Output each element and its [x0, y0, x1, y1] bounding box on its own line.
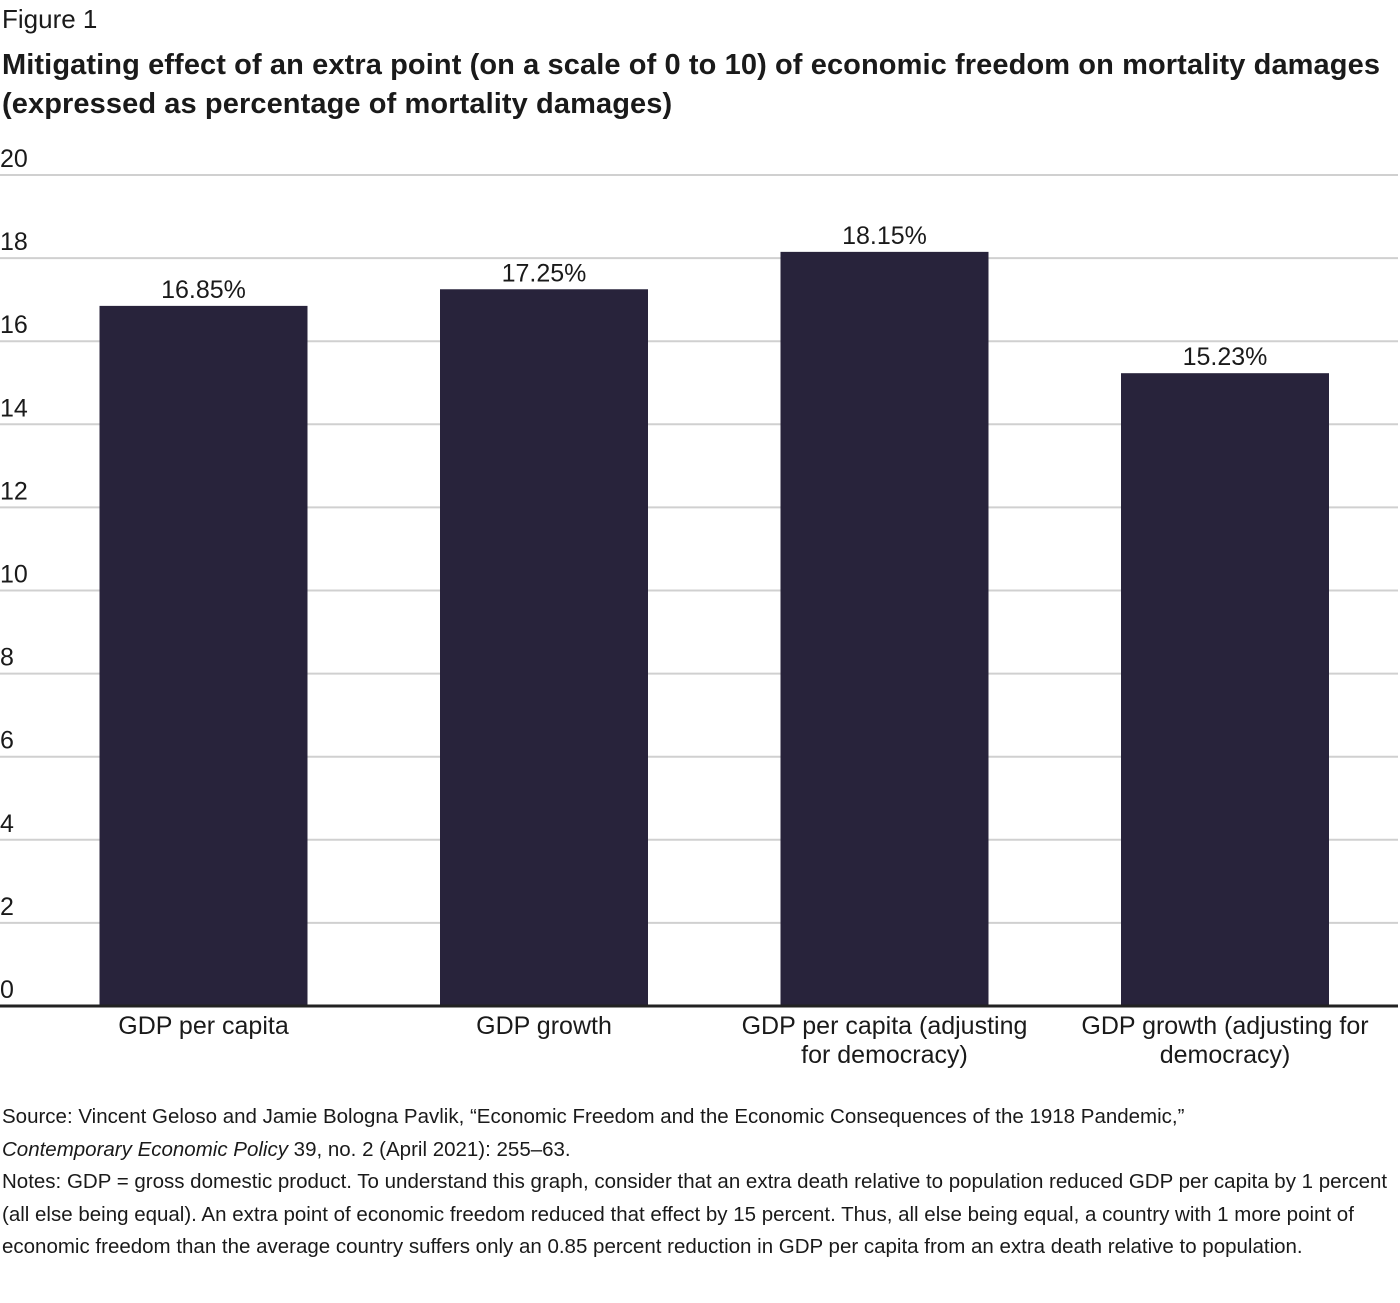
- source-journal: Contemporary Economic Policy: [2, 1137, 288, 1161]
- x-category-label: GDP per capita (adjusting: [742, 1012, 1028, 1040]
- x-category-label: GDP per capita: [118, 1012, 289, 1040]
- y-tick-label: 6: [0, 727, 14, 755]
- y-tick-label: 12: [0, 477, 28, 505]
- source-text: Source: Vincent Geloso and Jamie Bologna…: [2, 1101, 1398, 1166]
- x-category-label: for democracy): [801, 1041, 968, 1069]
- bar: [780, 251, 989, 1006]
- y-tick-label: 16: [0, 311, 28, 339]
- source-prefix: Source: Vincent Geloso and Jamie Bologna…: [2, 1105, 1185, 1128]
- x-category-label: democracy): [1160, 1041, 1291, 1069]
- y-tick-label: 18: [0, 228, 28, 256]
- y-tick-label: 10: [0, 561, 28, 589]
- bar-value-label: 16.85%: [161, 276, 246, 304]
- figure-label: Figure 1: [2, 4, 98, 34]
- bar: [1121, 373, 1329, 1006]
- chart-title: Mitigating effect of an extra point (on …: [2, 49, 1381, 120]
- bars: [99, 251, 1329, 1006]
- notes-text: Notes: GDP = gross domestic product. To …: [2, 1170, 1388, 1258]
- y-tick-label: 4: [0, 810, 14, 838]
- bar-value-label: 17.25%: [502, 259, 587, 287]
- bar-chart: 0 2 4 6 8 10 12 14 16 18 20 16.85% 17.25% 18.15% 15.2…: [0, 145, 1398, 1069]
- notes-block: Source: Vincent Geloso and Jamie Bologna…: [2, 1101, 1398, 1264]
- bar: [99, 305, 308, 1006]
- bar: [440, 289, 648, 1006]
- y-tick-label: 0: [0, 976, 14, 1004]
- x-category-label: GDP growth: [476, 1012, 612, 1040]
- y-tick-label: 2: [0, 893, 14, 921]
- y-axis-ticks: 0 2 4 6 8 10 12 14 16 18 20: [0, 145, 28, 1004]
- bar-value-label: 15.23%: [1183, 343, 1268, 371]
- y-tick-label: 14: [0, 394, 28, 422]
- y-tick-label: 8: [0, 644, 14, 672]
- source-citation: 39, no. 2 (April 2021): 255–63.: [287, 1137, 571, 1161]
- bar-value-labels: 16.85% 17.25% 18.15% 15.23%: [161, 222, 1267, 371]
- x-category-label: GDP growth (adjusting for: [1081, 1012, 1368, 1040]
- category-labels: GDP per capita GDP growth GDP per capita (…: [118, 1012, 1368, 1069]
- y-tick-label: 20: [0, 145, 28, 173]
- bar-value-label: 18.15%: [842, 222, 927, 250]
